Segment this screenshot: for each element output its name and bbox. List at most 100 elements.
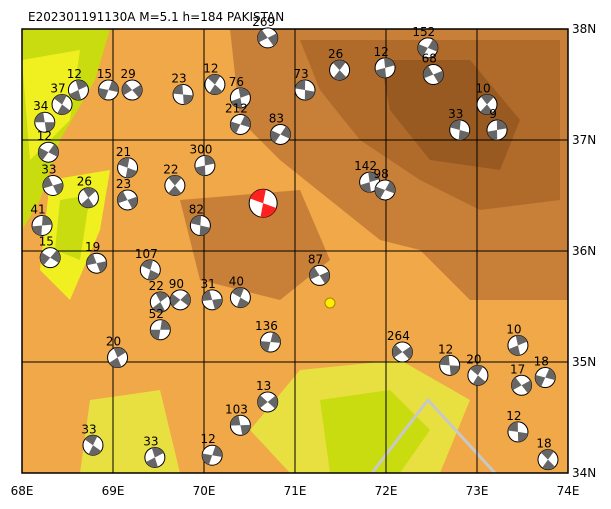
depth-label: 269 [252, 15, 275, 29]
depth-label: 33 [448, 107, 463, 121]
beachball [511, 374, 533, 396]
ball-quadrant [257, 29, 278, 46]
beachball [449, 119, 471, 141]
ball-quadrant [508, 421, 528, 442]
ball-quadrant [260, 332, 281, 352]
beachball [201, 444, 223, 466]
ball-quadrant [118, 157, 137, 178]
depth-label: 20 [106, 335, 121, 349]
depth-label: 87 [308, 252, 323, 266]
ball-quadrant [190, 215, 211, 236]
beachball [417, 37, 439, 59]
beachball [169, 289, 191, 311]
ball-quadrant [98, 80, 119, 100]
beachball [144, 446, 166, 468]
beachball [229, 113, 251, 135]
y-tick-label: 37N [572, 133, 596, 147]
depth-label: 23 [171, 71, 186, 85]
depth-label: 152 [412, 25, 435, 39]
ball-quadrant [38, 144, 59, 161]
ball-quadrant [257, 395, 278, 409]
depth-label: 17 [510, 362, 525, 376]
ball-quadrant [487, 120, 507, 141]
ball-quadrant [173, 84, 194, 105]
depth-label: 33 [81, 422, 96, 436]
depth-label: 83 [269, 111, 284, 125]
beachball [31, 214, 53, 236]
ball-quadrant [375, 57, 395, 78]
beachball [439, 354, 461, 376]
y-tick-label: 34N [572, 466, 596, 480]
depth-label: 31 [201, 277, 216, 291]
depth-label: 98 [373, 167, 388, 181]
depth-label: 26 [77, 175, 92, 189]
beachball [204, 74, 226, 95]
ball-quadrant [202, 290, 223, 310]
ball-quadrant [34, 112, 55, 133]
depth-label: 107 [135, 247, 158, 261]
depth-label: 18 [536, 437, 551, 451]
depth-label: 9 [489, 107, 497, 121]
depth-label: 19 [85, 240, 100, 254]
depth-label: 142 [354, 159, 377, 173]
ball-quadrant [249, 189, 277, 218]
y-tick-label: 36N [572, 244, 596, 258]
depth-label: 10 [475, 81, 490, 95]
x-tick-label: 68E [11, 484, 34, 498]
x-tick-label: 71E [284, 484, 307, 498]
beachball [229, 414, 251, 436]
ball-quadrant [439, 355, 460, 376]
ball-quadrant [230, 115, 251, 134]
beachball [248, 188, 278, 218]
ball-quadrant [270, 126, 291, 143]
beachball [359, 171, 381, 193]
beachball [269, 123, 291, 145]
beachball [467, 364, 489, 386]
ball-quadrant [540, 449, 556, 470]
beachball [67, 79, 89, 101]
depth-label: 29 [120, 67, 135, 81]
depth-label: 15 [97, 67, 112, 81]
beachball [117, 189, 139, 211]
ball-quadrant [40, 250, 61, 266]
depth-label: 10 [506, 322, 521, 336]
ball-quadrant [141, 259, 160, 280]
ball-quadrant [109, 347, 127, 368]
ball-quadrant [80, 187, 96, 208]
beachball [476, 93, 498, 115]
ball-quadrant [230, 415, 251, 436]
beachball [309, 264, 331, 286]
ball-quadrant [511, 377, 532, 394]
depth-label: 33 [41, 163, 56, 177]
ball-quadrant [42, 176, 63, 195]
y-tick-label: 35N [572, 355, 596, 369]
beachball [117, 157, 139, 179]
depth-label: 12 [67, 67, 82, 81]
beachball [139, 259, 161, 281]
x-tick-label: 69E [102, 484, 125, 498]
depth-label: 41 [30, 202, 45, 216]
depth-label: 82 [189, 202, 204, 216]
beachball [34, 111, 56, 133]
ball-quadrant [470, 365, 486, 386]
beachball [107, 347, 129, 369]
ball-quadrant [122, 82, 143, 98]
ball-quadrant [417, 39, 438, 57]
beachball [507, 334, 529, 356]
ball-quadrant [168, 175, 182, 196]
ball-quadrant [309, 267, 330, 284]
beachball [329, 59, 351, 81]
ball-quadrant [360, 172, 380, 193]
ball-quadrant [231, 87, 250, 108]
beachball [229, 87, 251, 109]
ball-quadrant [32, 215, 52, 236]
depth-label: 264 [387, 329, 410, 343]
depth-label: 22 [163, 163, 178, 177]
beachball [149, 319, 171, 341]
depth-label: 26 [328, 47, 343, 61]
depth-label: 33 [143, 434, 158, 448]
depth-label: 15 [39, 235, 54, 249]
depth-label: 90 [169, 277, 184, 291]
beachball [391, 341, 413, 363]
